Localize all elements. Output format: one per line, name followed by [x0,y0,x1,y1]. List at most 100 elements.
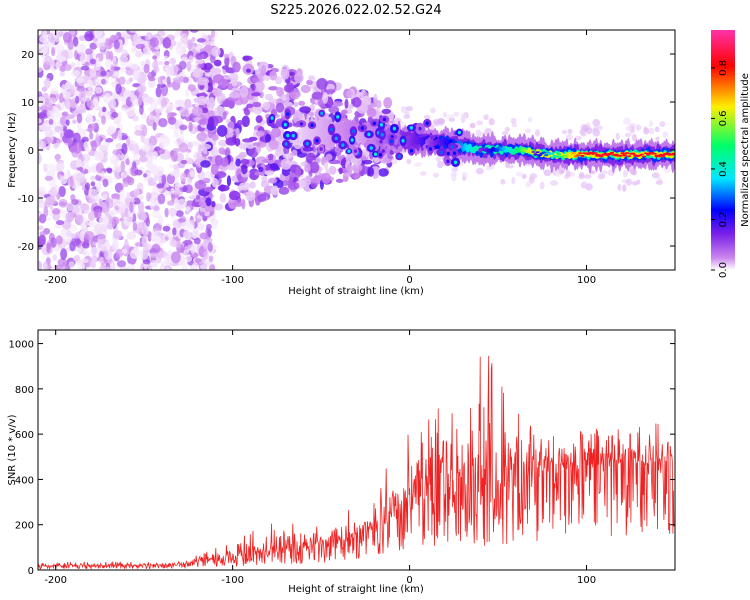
spectrogram-cell [53,143,59,149]
spectrogram-cell [184,108,189,115]
spectrogram-cell [79,104,84,112]
spectrogram-cell [149,37,160,48]
spectrogram-cell [334,136,338,141]
spectrogram-cell [118,95,124,102]
spectrogram-cell [55,235,63,245]
spectrogram-cell [631,152,636,155]
spectrogram-cell [583,174,592,179]
spectrogram-cell [48,118,54,125]
spectrogram-cell [66,114,75,120]
spectrogram-cell [84,182,91,191]
spectrogram-cell [255,115,263,124]
spectrogram-cell [254,80,265,92]
spectrogram-cell [328,106,340,114]
spectrogram-cell [115,83,122,95]
spectrogram-cell [84,48,93,55]
spectrogram-cell [242,55,253,61]
spectrogram-cell [344,98,349,109]
spectrogram-cell [299,122,304,126]
spectrogram-cell [389,139,394,144]
spectrogram-cell [268,177,278,184]
spectrogram-cell [280,158,292,170]
spectrogram-cell [38,66,43,73]
spectrogram-cell [347,149,351,153]
spectrogram-cell [248,168,260,181]
spectrogram-cell [38,96,46,107]
spectrogram-cell [44,126,53,138]
spectrogram-cell [550,152,555,155]
spectrogram-cell [184,88,190,98]
spectrogram-cell [94,223,103,235]
spectrogram-cell [510,117,517,125]
spectrogram-cell [76,158,82,168]
spectrogram-cell [217,184,230,192]
spectrogram-cell [428,147,433,151]
spectrogram-cell [534,129,541,137]
spectrogram-cell [101,78,106,85]
bottom-y-ticks: 0 200 400 600 800 1000 [9,340,675,577]
spectrogram-cell [291,149,298,157]
spectrogram-cell [278,186,290,195]
spectrogram-cell [168,207,177,217]
spectrogram-cell [269,70,278,81]
spectrogram-cell [163,55,168,61]
spectrogram-cell [90,123,97,129]
spectrogram-cell [106,126,116,135]
spectrogram-cell [189,219,196,224]
spectrogram-cell [529,173,538,179]
top-xtick-label: 0 [406,275,412,286]
spectrogram-cell [541,151,547,154]
spectrogram-cell [235,158,241,167]
spectrogram-cell [378,153,382,157]
spectrogram-cell [127,176,135,186]
spectrogram-cell [139,155,148,163]
spectrogram-cell [187,84,196,92]
spectrogram-cell [315,138,319,143]
spectrogram-cell [145,217,151,227]
spectrogram-cell [259,91,264,99]
bottom-xtick-label: -200 [44,575,67,586]
spectrogram-cell [178,75,185,82]
spectrogram-cell [531,151,536,153]
spectrogram-cell [85,115,94,124]
spectrogram-cell [182,186,188,192]
spectrogram-cell [286,133,290,138]
spectrogram-cell [476,120,484,126]
spectrogram-cell [260,64,267,77]
spectrogram-cell [423,114,431,120]
spectrogram-cell [406,158,412,165]
spectrogram-cell [382,154,389,163]
spectrogram-cell [84,231,95,240]
spectrogram-cell [56,55,67,63]
spectrogram-cell [56,160,65,172]
spectrogram-cell [70,203,80,214]
spectrogram-cell [160,238,167,244]
spectrogram-cell [149,115,155,120]
spectrogram-cell [182,239,193,246]
spectrogram-cell [184,98,192,109]
spectrogram-cell [124,238,129,251]
spectrogram-cell [539,181,545,190]
spectrogram-cell [164,60,170,66]
spectrogram-cell [648,120,654,128]
spectrogram-cell [451,167,459,172]
spectrogram-cell [533,153,538,156]
spectrogram-cell [71,233,81,239]
spectrogram-cell [268,86,279,91]
spectrogram-cell [38,118,42,124]
spectrogram-cell [89,132,94,140]
top-y-ticks: -20 -10 0 10 20 [18,50,675,253]
spectrogram-cell [178,142,189,153]
spectrogram-cell [38,139,44,150]
spectrogram-cell [63,64,72,72]
top-ytick-label: -10 [18,194,34,205]
spectrogram-cell [177,198,187,209]
spectrogram-cell [137,222,145,230]
spectrogram-cell [320,111,324,116]
spectrogram-cell [321,156,329,163]
spectrogram-cell [218,147,226,155]
spectrogram-cell [138,195,144,200]
spectrogram-cell [305,141,309,146]
spectrogram-cell [199,264,208,270]
spectrogram-cell [111,98,117,110]
